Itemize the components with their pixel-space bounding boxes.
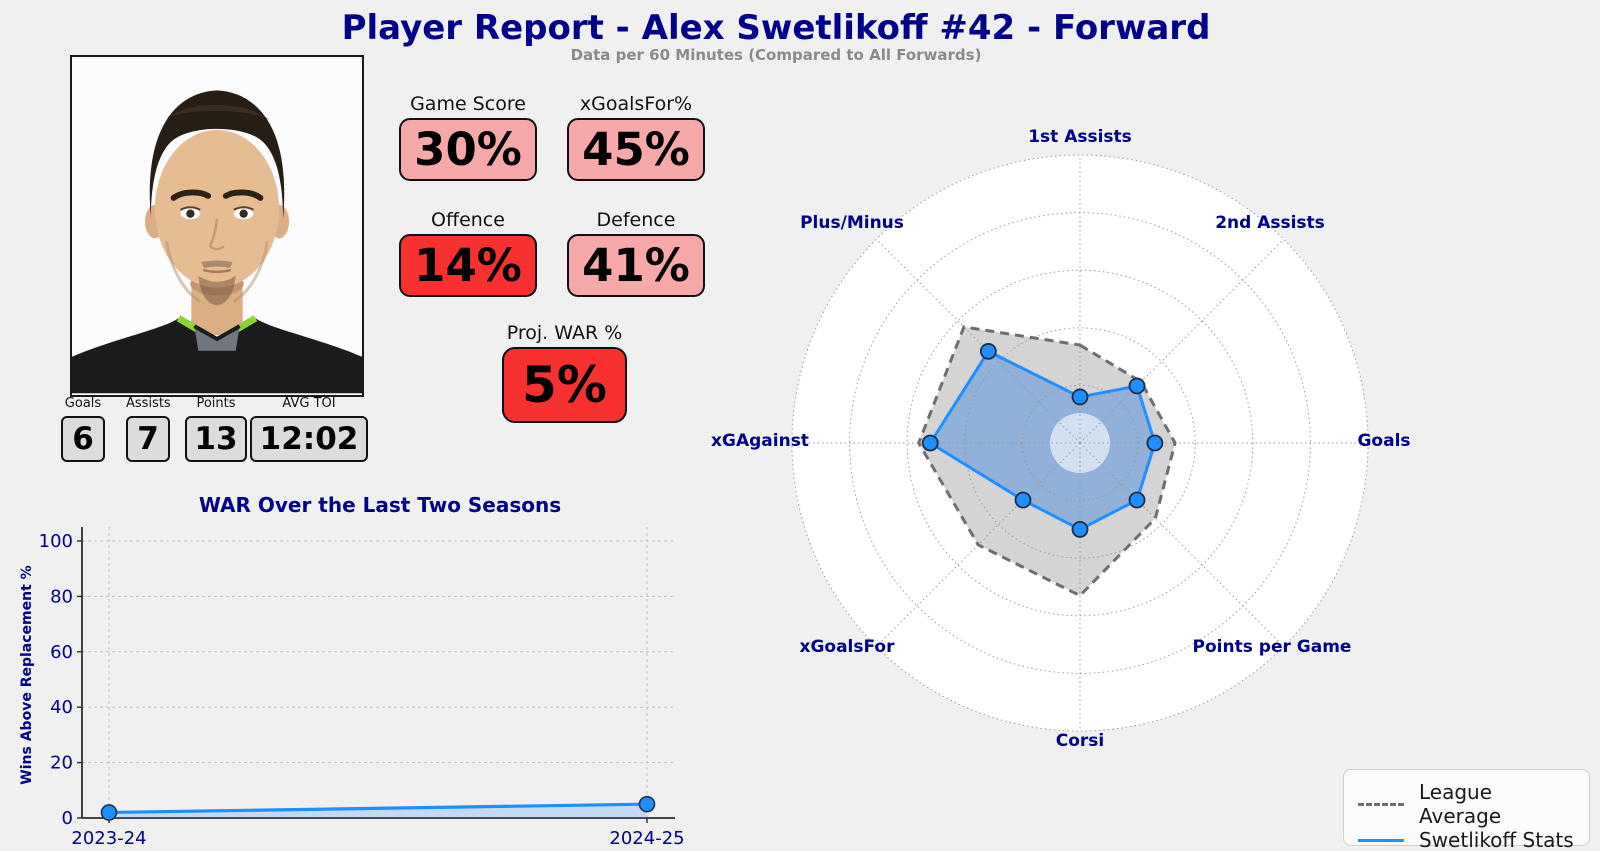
badge-offence: Offence 14% (399, 209, 537, 297)
ministat-points: Points 13 (185, 396, 247, 462)
radar-grid-circle (1021, 384, 1139, 502)
radar-axis-label-2nd-assists: 2nd Assists (1215, 213, 1325, 233)
war-ytick-label: 80 (50, 586, 73, 607)
legend-row-swetlikoff-stats: Swetlikoff Stats (1358, 828, 1575, 851)
ministat-avg-toi: AVG TOI 12:02 (250, 396, 368, 462)
badge-defence-value: 41% (567, 234, 705, 297)
radar-league-fill (918, 326, 1176, 596)
war-data-point-marker (638, 795, 656, 813)
badge-offence-value: 14% (399, 234, 537, 297)
war-line-series (108, 802, 648, 815)
radar-data-point-marker (1128, 491, 1146, 509)
war-ytick-label: 40 (50, 697, 73, 718)
radar-grid-circle (791, 154, 1369, 732)
ministat-points-label: Points (196, 396, 236, 411)
badge-game-score: Game Score 30% (399, 93, 537, 181)
badge-proj-war: Proj. WAR % 5% (502, 322, 627, 423)
radar-spoke-line (1079, 442, 1285, 648)
legend-league-average-label: League Average (1419, 780, 1502, 828)
badge-xgoalsfor-pct-value: 45% (567, 118, 705, 181)
radar-data-point-marker (1146, 434, 1164, 452)
player-photo (70, 55, 364, 397)
legend-swetlikoff-stats-label: Swetlikoff Stats (1419, 828, 1574, 851)
badge-xgoalsfor-pct-label: xGoalsFor% (579, 93, 693, 115)
radar-player-fill (930, 351, 1155, 530)
radar-data-point-marker (979, 342, 997, 360)
badge-defence: Defence 41% (567, 209, 705, 297)
war-line-chart: 0 20 40 60 80 100 2023-24 2024-25 (39, 527, 685, 849)
ministat-assists-value: 7 (126, 416, 170, 462)
war-xtick-label: 2023-24 (71, 828, 146, 849)
radar-axis-label-plus-minus: Plus/Minus (800, 213, 904, 233)
radar-data-point-marker (1071, 520, 1089, 538)
ministat-goals-value: 6 (61, 416, 105, 462)
radar-data-point-marker (1071, 388, 1089, 406)
radar-legend: League Average Swetlikoff Stats (1343, 769, 1590, 851)
war-ytick-label: 20 (50, 753, 73, 774)
player-photo-illustration (72, 58, 362, 394)
war-ytick-label: 0 (62, 808, 73, 829)
ministat-assists: Assists 7 (126, 396, 171, 462)
radar-axis-label-goals: Goals (1357, 431, 1411, 451)
league-average-line-sample-icon (1358, 802, 1404, 806)
badge-xgoalsfor-pct: xGoalsFor% 45% (567, 93, 705, 181)
ministat-avg-toi-label: AVG TOI (282, 396, 336, 411)
war-ytick-label: 60 (50, 642, 73, 663)
legend-row-league-average: League Average (1358, 780, 1575, 828)
war-xtick-label: 2024-25 (609, 828, 684, 849)
radar-data-point-marker (921, 434, 939, 452)
ministat-points-value: 13 (185, 416, 247, 462)
war-data-point-marker (100, 804, 118, 821)
radar-axis-label-corsi: Corsi (1055, 731, 1105, 751)
radar-axis-label-points-per-game: Points per Game (1192, 637, 1352, 657)
badge-offence-label: Offence (431, 209, 505, 231)
radar-axis-label-xgoalsfor: xGoalsFor (799, 637, 895, 657)
radar-grid-circle (906, 269, 1254, 617)
ministat-goals-label: Goals (64, 396, 102, 411)
badge-proj-war-label: Proj. WAR % (506, 322, 623, 344)
radar-league-outline (917, 325, 1177, 598)
swetlikoff-stats-line-sample-icon (1358, 838, 1404, 842)
badge-game-score-label: Game Score (410, 93, 526, 115)
radar-data-point-marker (1128, 377, 1146, 395)
radar-axis-label-1st-assists: 1st Assists (1028, 127, 1132, 147)
radar-grid-circle (964, 327, 1196, 559)
ministat-assists-label: Assists (126, 396, 171, 411)
page-title: Player Report - Alex Swetlikoff #42 - Fo… (341, 8, 1211, 48)
badge-proj-war-value: 5% (502, 347, 627, 423)
badge-game-score-value: 30% (399, 118, 537, 181)
war-chart-title: WAR Over the Last Two Seasons (198, 493, 562, 517)
ministat-goals: Goals 6 (61, 396, 105, 462)
radar-chart (791, 154, 1369, 732)
page-subtitle: Data per 60 Minutes (Compared to All For… (570, 46, 982, 64)
war-ytick-label: 100 (39, 531, 73, 552)
ministat-avg-toi-value: 12:02 (250, 416, 368, 462)
radar-axis-label-xgagainst: xGAgainst (711, 431, 809, 451)
radar-data-point-marker (1014, 491, 1032, 509)
badge-defence-label: Defence (596, 209, 676, 231)
